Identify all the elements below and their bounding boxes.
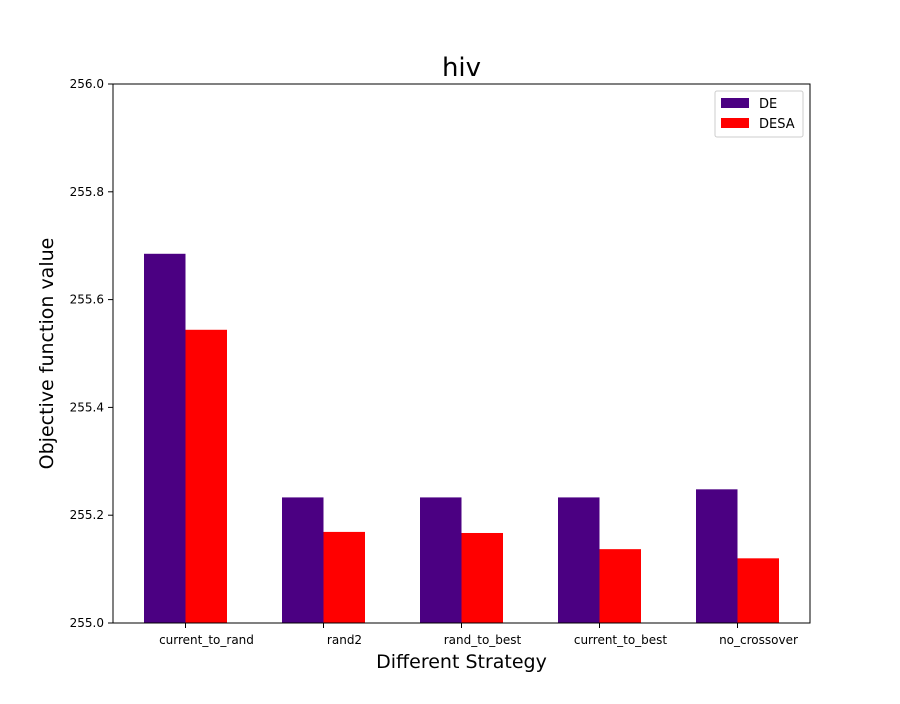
y-tick-label: 255.6 [70, 293, 104, 307]
bar-desa-rand2 [323, 531, 365, 623]
x-axis: current_to_rand rand2 rand_to_best current_… [159, 623, 798, 647]
chart-title: hiv [442, 53, 481, 83]
bars-layer [144, 253, 779, 623]
y-tick-label: 255.0 [70, 616, 104, 630]
bar-desa-no-crossover [737, 558, 779, 623]
bar-desa-rand-to-best [461, 532, 503, 623]
y-tick-label: 255.8 [70, 185, 104, 199]
legend-swatch-desa [721, 118, 749, 128]
legend-label-desa: DESA [759, 117, 795, 132]
y-tick-label: 255.2 [70, 508, 104, 522]
y-tick-label: 255.4 [70, 400, 104, 414]
bar-de-rand2 [282, 497, 324, 623]
y-tick-label: 256.0 [70, 77, 104, 91]
x-tick-label-current-to-best: current_to_best [574, 633, 668, 647]
bar-de-rand-to-best [420, 497, 462, 623]
y-axis-title: Objective function value [36, 238, 58, 470]
bar-de-no-crossover [696, 489, 738, 623]
y-axis: 255.0 255.2 255.4 255.6 255.8 256.0 [70, 77, 113, 630]
x-tick-label-rand-to-best: rand_to_best [444, 633, 522, 647]
x-axis-title: Different Strategy [376, 651, 547, 673]
legend-label-de: DE [759, 97, 777, 112]
x-tick-label-current-to-rand: current_to_rand [159, 633, 254, 647]
bar-desa-current-to-rand [185, 329, 227, 623]
legend: DE DESA [714, 90, 804, 138]
bar-de-current-to-best [558, 497, 600, 623]
bar-de-current-to-rand [144, 253, 186, 623]
x-tick-label-no-crossover: no_crossover [719, 633, 798, 647]
x-tick-label-rand2: rand2 [327, 633, 362, 647]
legend-swatch-de [721, 98, 749, 108]
bar-desa-current-to-best [599, 549, 641, 623]
